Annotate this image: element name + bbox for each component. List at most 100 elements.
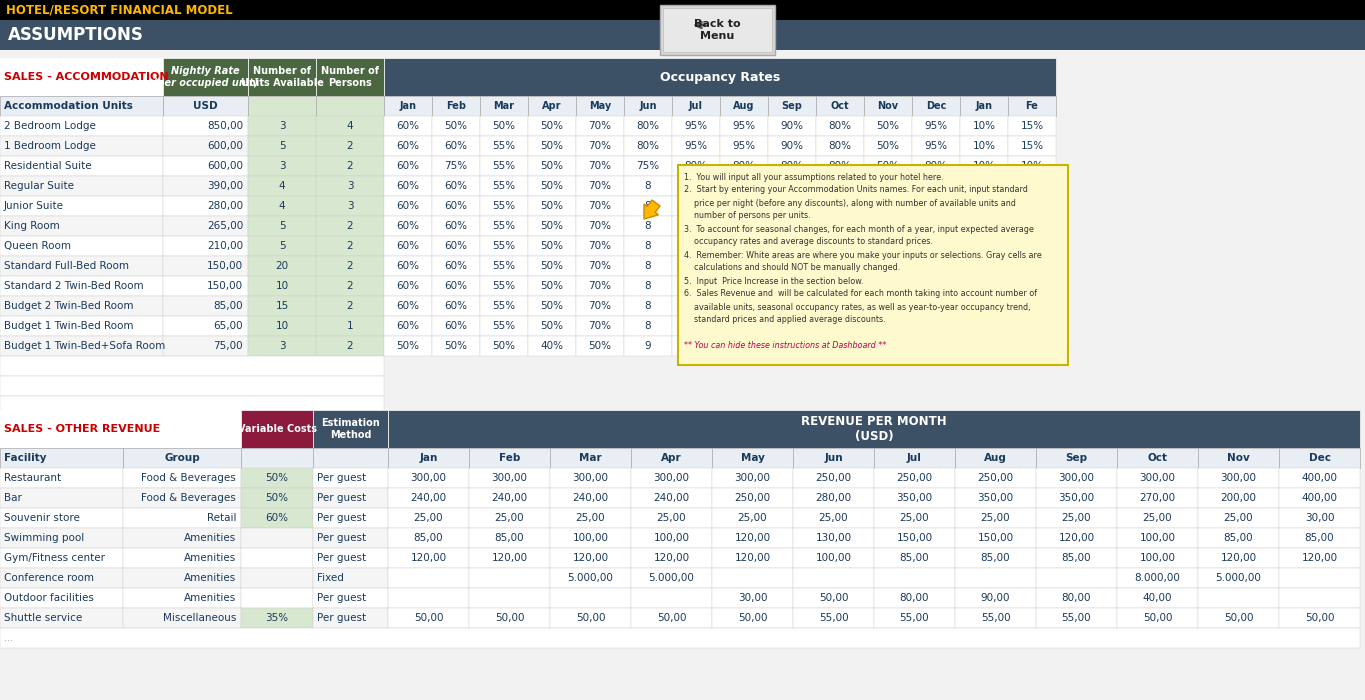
Text: 55%: 55% <box>493 221 516 231</box>
Bar <box>631 468 713 488</box>
Text: standard prices and applied average discounts.: standard prices and applied average disc… <box>684 316 886 325</box>
Bar <box>1007 236 1057 256</box>
Text: Per guest: Per guest <box>317 513 366 523</box>
Text: 50,00: 50,00 <box>576 613 605 623</box>
Text: 25,00: 25,00 <box>494 513 524 523</box>
Text: 240,00: 240,00 <box>572 493 609 503</box>
Bar <box>0 568 123 588</box>
Text: 65,00: 65,00 <box>213 321 243 331</box>
Bar <box>816 156 864 176</box>
Text: 1.  You will input all your assumptions related to your hotel here.: 1. You will input all your assumptions r… <box>684 172 943 181</box>
Bar <box>470 468 550 488</box>
Bar <box>431 316 480 336</box>
Bar <box>384 136 431 156</box>
Text: 5.000,00: 5.000,00 <box>648 573 695 583</box>
Bar <box>1117 448 1198 468</box>
Text: 50,00: 50,00 <box>414 613 444 623</box>
Bar <box>624 116 672 136</box>
Bar <box>631 588 713 608</box>
Bar <box>1117 528 1198 548</box>
Text: Jun: Jun <box>639 101 657 111</box>
Text: 80%: 80% <box>829 141 852 151</box>
Bar <box>864 236 912 256</box>
Text: 120,00: 120,00 <box>572 553 609 563</box>
Text: 80%: 80% <box>733 161 755 171</box>
Bar <box>624 216 672 236</box>
Bar <box>470 528 550 548</box>
Bar <box>768 296 816 316</box>
Text: 50%: 50% <box>541 261 564 271</box>
Bar <box>874 548 956 568</box>
Text: 10%: 10% <box>972 121 995 131</box>
Bar <box>248 196 317 216</box>
Bar <box>912 176 960 196</box>
Bar <box>960 256 1007 276</box>
Bar <box>955 608 1036 628</box>
Text: Per guest: Per guest <box>317 493 366 503</box>
Text: Mar: Mar <box>494 101 515 111</box>
Text: Nov: Nov <box>878 101 898 111</box>
Bar <box>816 176 864 196</box>
Text: 80%: 80% <box>829 161 852 171</box>
Bar <box>1007 296 1057 316</box>
Text: 60%: 60% <box>445 261 467 271</box>
Bar <box>162 336 248 356</box>
Text: Oct: Oct <box>831 101 849 111</box>
Text: 70%: 70% <box>588 141 612 151</box>
Bar <box>768 176 816 196</box>
Bar <box>317 336 384 356</box>
Bar <box>317 176 384 196</box>
Text: Fixed: Fixed <box>317 573 344 583</box>
Bar <box>713 528 793 548</box>
Bar <box>480 136 528 156</box>
Bar <box>313 448 388 468</box>
Text: 70%: 70% <box>588 161 612 171</box>
Bar <box>672 196 719 216</box>
Text: 70%: 70% <box>588 201 612 211</box>
Bar <box>480 336 528 356</box>
Bar <box>1007 276 1057 296</box>
Text: 50,00: 50,00 <box>1143 613 1173 623</box>
Text: 60%: 60% <box>445 281 467 291</box>
Text: 120,00: 120,00 <box>1058 533 1095 543</box>
Text: 2.  Start by entering your Accommodation Units names. For each unit, input stand: 2. Start by entering your Accommodation … <box>684 186 1028 195</box>
Text: May: May <box>588 101 612 111</box>
Text: Dec: Dec <box>1309 453 1331 463</box>
Bar <box>0 276 162 296</box>
Text: 70%: 70% <box>588 121 612 131</box>
Text: 1: 1 <box>347 321 354 331</box>
Text: 85,00: 85,00 <box>1062 553 1091 563</box>
Bar <box>0 448 123 468</box>
Text: SALES - ACCOMMODATION: SALES - ACCOMMODATION <box>4 72 169 82</box>
Text: 55%: 55% <box>493 281 516 291</box>
Bar <box>388 508 470 528</box>
Text: 70%: 70% <box>588 181 612 191</box>
Bar <box>672 276 719 296</box>
Bar <box>576 216 624 236</box>
Bar <box>874 588 956 608</box>
Bar <box>576 96 624 116</box>
Bar <box>162 116 248 136</box>
Bar <box>816 256 864 276</box>
Text: 280,00: 280,00 <box>815 493 852 503</box>
Text: 1 Bedroom Lodge: 1 Bedroom Lodge <box>4 141 96 151</box>
Text: Group: Group <box>164 453 199 463</box>
Bar <box>960 176 1007 196</box>
Text: 5: 5 <box>278 221 285 231</box>
Bar <box>242 488 313 508</box>
Text: 25,00: 25,00 <box>1143 513 1173 523</box>
Bar <box>528 176 576 196</box>
Text: Standard 2 Twin-Bed Room: Standard 2 Twin-Bed Room <box>4 281 143 291</box>
Text: 55%: 55% <box>493 241 516 251</box>
Bar <box>719 156 768 176</box>
Bar <box>384 176 431 196</box>
Bar <box>0 0 1365 20</box>
Text: Variable Costs: Variable Costs <box>238 424 317 434</box>
Bar <box>576 296 624 316</box>
Bar <box>384 96 431 116</box>
Text: 85,00: 85,00 <box>414 533 444 543</box>
Text: 50,00: 50,00 <box>494 613 524 623</box>
Text: Regular Suite: Regular Suite <box>4 181 74 191</box>
Bar <box>162 236 248 256</box>
Text: 50%: 50% <box>876 141 900 151</box>
